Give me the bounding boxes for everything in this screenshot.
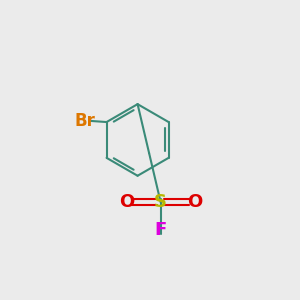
Text: O: O (187, 193, 202, 211)
Text: Br: Br (74, 112, 95, 130)
Text: S: S (154, 193, 167, 211)
Text: F: F (154, 221, 167, 239)
Text: O: O (119, 193, 135, 211)
